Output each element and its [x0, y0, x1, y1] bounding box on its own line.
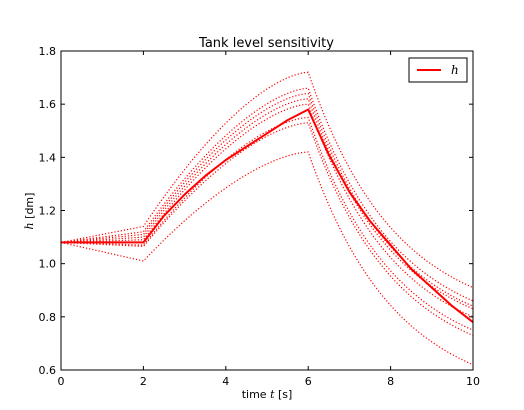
y-tick-label: 1.8: [39, 45, 57, 58]
legend-label-h: h: [451, 63, 459, 77]
x-tick-label: 8: [387, 375, 394, 388]
y-tick-label: 1.0: [39, 258, 57, 271]
y-tick-label: 1.6: [39, 98, 57, 111]
y-axis-label-suffix: [dm]: [23, 193, 36, 223]
sensitivity-curve: [61, 71, 473, 289]
x-axis-ticks: 0 2 4 6 8 10: [58, 51, 480, 388]
x-tick-label: 4: [222, 375, 229, 388]
sensitivity-curve: [61, 151, 473, 366]
x-tick-label: 10: [466, 375, 480, 388]
y-axis-ticks: 0.6 0.8 1.0 1.2 1.4 1.6 1.8: [39, 45, 473, 377]
y-axis-label-var: h: [23, 222, 36, 229]
plot-area: [61, 71, 473, 366]
sensitivity-curve: [61, 116, 473, 331]
y-axis-label: h [dm]: [23, 193, 36, 230]
x-tick-label: 2: [140, 375, 147, 388]
main-series-line: [61, 108, 473, 323]
legend: h: [408, 57, 468, 83]
y-tick-label: 0.8: [39, 311, 57, 324]
x-tick-label: 6: [305, 375, 312, 388]
x-axis-label-suffix: [s]: [274, 388, 292, 401]
y-tick-label: 1.4: [39, 151, 57, 164]
y-tick-label: 0.6: [39, 364, 57, 377]
chart-title: Tank level sensitivity: [198, 36, 334, 51]
x-axis-label: time t [s]: [242, 388, 293, 401]
x-axis-label-var: t: [270, 388, 275, 401]
x-tick-label: 0: [58, 375, 65, 388]
main-series-h: [61, 108, 473, 323]
x-axis-label-prefix: time: [242, 388, 270, 401]
y-tick-label: 1.2: [39, 205, 57, 218]
sensitivity-curve: [61, 103, 473, 318]
